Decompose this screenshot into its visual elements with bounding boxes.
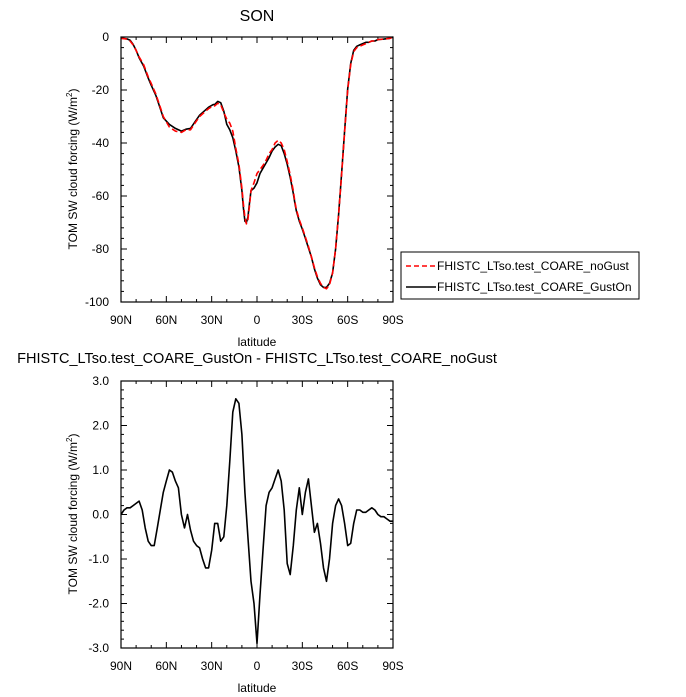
top-y-tick-label: -40 xyxy=(92,136,110,150)
top-panel: SON 90N 60N 30N 0 30S 60S 90S 0 -20 -40 -60 -80 -100… xyxy=(65,8,404,349)
top-plot-frame xyxy=(120,36,394,303)
bottom-panel: FHISTC_LTso.test_COARE_GustOn - FHISTC_L… xyxy=(17,351,497,695)
legend-label-nogust: FHISTC_LTso.test_COARE_noGust xyxy=(437,259,630,273)
top-series-line-0 xyxy=(120,36,394,290)
bottom-y-tick-label: 0.0 xyxy=(92,508,109,522)
bottom-y-tick-label: 3.0 xyxy=(92,374,109,388)
bottom-y-axis-label: TOM SW cloud forcing (W/m2) xyxy=(65,434,80,595)
bottom-y-tick-label: 2.0 xyxy=(92,419,109,433)
top-x-tick-label: 30N xyxy=(201,313,223,327)
top-y-tick-label: -100 xyxy=(85,295,109,309)
top-x-axis-label: latitude xyxy=(238,335,277,349)
top-y-tick-label: -60 xyxy=(92,189,110,203)
top-axes: 90N 60N 30N 0 30S 60S 90S 0 -20 -40 -60 -80 -100 xyxy=(85,30,404,327)
top-x-tick-label: 0 xyxy=(254,313,261,327)
top-x-tick-label: 90N xyxy=(110,313,132,327)
top-x-tick-label: 60N xyxy=(155,313,177,327)
top-series-group xyxy=(120,36,394,290)
bottom-x-tick-label: 0 xyxy=(254,659,261,673)
bottom-x-axis-label: latitude xyxy=(238,681,277,695)
bottom-x-tick-label: 30N xyxy=(201,659,223,673)
bottom-x-tick-label: 60S xyxy=(337,659,358,673)
bottom-chart-title: FHISTC_LTso.test_COARE_GustOn - FHISTC_L… xyxy=(17,351,497,367)
top-x-tick-label: 60S xyxy=(337,313,358,327)
bottom-y-tick-label: -2.0 xyxy=(88,597,109,611)
top-y-tick-label: -20 xyxy=(92,83,110,97)
bottom-series-group xyxy=(120,397,393,645)
top-y-tick-label: -80 xyxy=(92,242,110,256)
bottom-series-line-0 xyxy=(120,397,393,645)
top-x-tick-label: 30S xyxy=(292,313,313,327)
top-y-tick-label: 0 xyxy=(102,30,109,44)
bottom-plot-frame xyxy=(120,380,394,649)
legend: FHISTC_LTso.test_COARE_noGust FHISTC_LTs… xyxy=(400,251,640,300)
bottom-x-tick-label: 60N xyxy=(155,659,177,673)
bottom-y-tick-label: -3.0 xyxy=(88,641,109,655)
top-chart-title: SON xyxy=(240,8,275,25)
bottom-x-tick-label: 30S xyxy=(292,659,313,673)
top-series-line-1 xyxy=(120,36,394,289)
bottom-x-tick-label: 90N xyxy=(110,659,132,673)
top-y-axis-label: TOM SW cloud forcing (W/m2) xyxy=(65,89,80,250)
top-x-tick-label: 90S xyxy=(382,313,403,327)
legend-box xyxy=(400,251,640,300)
legend-label-guston: FHISTC_LTso.test_COARE_GustOn xyxy=(437,280,632,294)
bottom-y-tick-label: -1.0 xyxy=(88,552,109,566)
bottom-y-tick-label: 1.0 xyxy=(92,463,109,477)
bottom-x-tick-label: 90S xyxy=(382,659,403,673)
bottom-axes: 90N 60N 30N 0 30S 60S 90S 3.0 2.0 1.0 0.0 -1.0 -2.0 -… xyxy=(88,374,403,673)
